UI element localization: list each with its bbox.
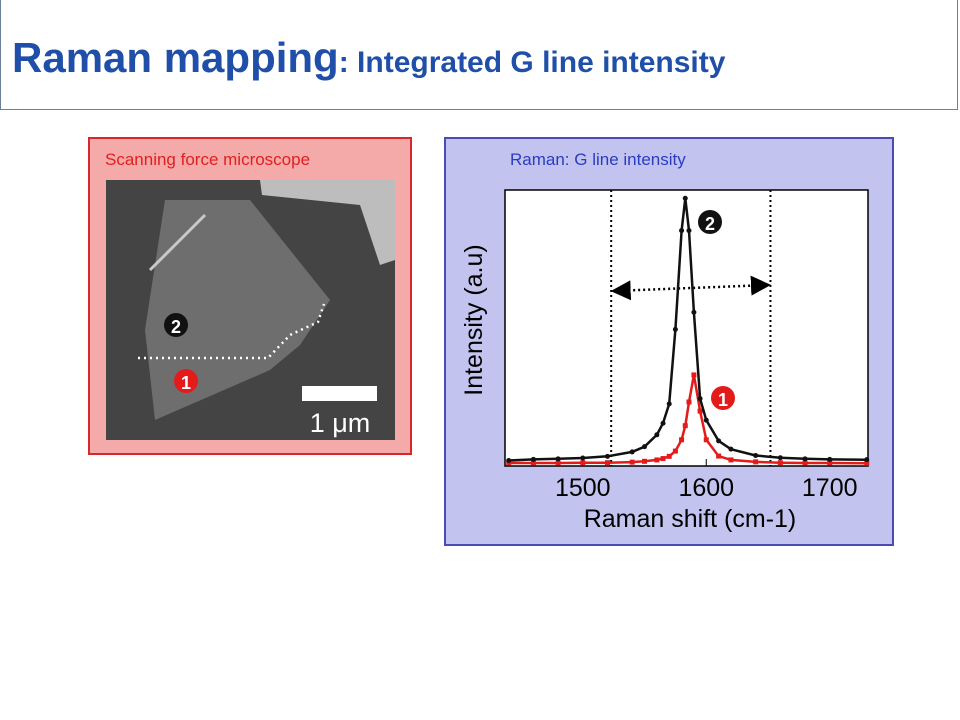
range-arrow [610,275,771,301]
data-point [654,457,660,463]
data-point [703,437,709,443]
data-point [691,309,697,315]
data-point [703,417,709,423]
data-point [864,460,870,466]
slide-title: Raman mapping: Integrated G line intensi… [12,34,725,82]
data-point [864,457,870,463]
series-line [508,374,867,465]
boundary [138,303,326,360]
panel-title: Scanning force microscope [105,150,311,169]
data-point [506,457,512,463]
data-point [642,458,648,464]
marker-label: 2 [705,214,715,234]
title-box [0,0,958,110]
data-point [697,408,703,414]
data-point [604,460,610,466]
data-point [777,460,783,466]
data-point [686,228,692,234]
flake [145,200,330,420]
marker-label: 1 [181,373,191,393]
data-point [827,460,833,466]
series-line [508,198,867,462]
data-point [642,444,648,450]
data-point [686,399,692,405]
data-point [682,195,688,201]
data-point [679,437,685,443]
data-point [679,228,685,234]
marker-label: 2 [171,317,181,337]
y-axis-label: Intensity (a.u) [460,244,488,395]
data-point [802,456,808,462]
marker [164,313,188,337]
title-sub: : Integrated G line intensity [338,46,726,79]
marker [174,369,198,393]
flake-thick [260,180,395,265]
marker [711,386,735,410]
data-point [802,460,808,466]
data-point [827,456,833,462]
panel-title: Raman: G line intensity [510,150,686,169]
fold [148,213,207,272]
x-tick-label: 1700 [802,474,858,502]
data-point [530,456,536,462]
data-point [682,423,688,429]
data-point [672,326,678,332]
data-point [697,396,703,402]
data-point [530,460,536,466]
data-point [728,446,734,452]
data-point [629,449,635,455]
data-point [753,453,759,459]
data-point [777,455,783,461]
data-point [691,372,697,378]
x-tick-label: 1500 [555,474,611,502]
x-tick-label: 1600 [678,474,734,502]
scale-label: 1 μm [310,408,371,438]
title-main: Raman mapping [12,34,339,81]
data-point [629,459,635,465]
data-point [728,457,734,463]
data-point [716,438,722,444]
data-point [666,453,672,459]
data-point [555,456,561,462]
data-point [555,460,561,466]
data-point [666,401,672,407]
data-point [654,432,660,438]
data-point [716,453,722,459]
marker-label: 1 [718,390,728,410]
data-point [604,453,610,459]
data-point [660,420,666,426]
scale-bar [302,386,377,401]
x-axis-label: Raman shift (cm-1) [584,505,797,533]
data-point [753,459,759,465]
data-point [580,455,586,461]
data-point [660,456,666,462]
data-point [580,460,586,466]
data-point [672,448,678,454]
marker [698,210,722,234]
